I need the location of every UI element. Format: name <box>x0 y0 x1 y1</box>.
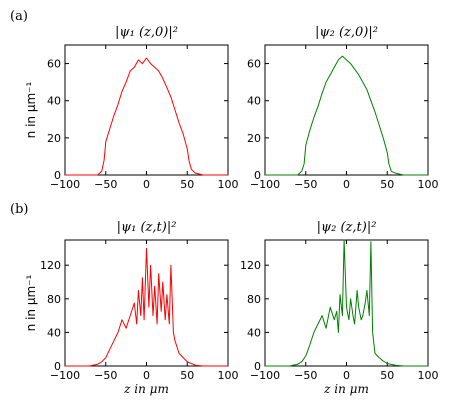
chart-title: |ψ₁ (z,0)|² <box>115 25 178 40</box>
chart-title: |ψ₂ (z,0)|² <box>315 25 378 40</box>
y-tick-label: 40 <box>247 95 261 108</box>
x-tick-label: −100 <box>50 369 80 382</box>
x-tick-label: 50 <box>380 369 394 382</box>
x-tick-label: 100 <box>218 178 239 191</box>
x-tick-label: 0 <box>343 178 350 191</box>
series-line <box>65 247 228 367</box>
chart-panel-a-psi2: −100 −50 0 50 100 0 20 40 60 |ψ₂ (z,0)|² <box>247 25 439 191</box>
y-axis-label: n in μm⁻¹ <box>24 274 38 331</box>
y-tick-label: 60 <box>47 58 61 71</box>
x-tick-label: 0 <box>343 369 350 382</box>
chart-panel-b-psi2: −100 −50 0 50 100 0 40 80 120 |ψ₂ (z,t)|² z in μm <box>240 220 439 396</box>
x-tick-label: −50 <box>94 369 117 382</box>
y-tick-label: 0 <box>254 169 261 182</box>
x-tick-label: 50 <box>380 178 394 191</box>
y-axis-label: n in μm⁻¹ <box>24 81 38 138</box>
x-tick-label: −100 <box>250 178 280 191</box>
x-tick-label: −100 <box>50 178 80 191</box>
x-tick-label: 50 <box>180 178 194 191</box>
series-line <box>265 55 428 176</box>
x-tick-label: 100 <box>418 369 439 382</box>
y-tick-label: 120 <box>40 259 61 272</box>
x-tick-label: 0 <box>143 369 150 382</box>
y-tick-label: 40 <box>247 326 261 339</box>
x-tick-label: 0 <box>143 178 150 191</box>
y-tick-label: 20 <box>47 132 61 145</box>
y-tick-label: 0 <box>54 169 61 182</box>
chart-title: |ψ₁ (z,t)|² <box>117 220 177 235</box>
x-axis-label: z in μm <box>123 382 169 396</box>
x-tick-label: −50 <box>94 178 117 191</box>
y-tick-label: 40 <box>47 326 61 339</box>
y-tick-label: 60 <box>247 58 261 71</box>
panel-label-a: (a) <box>10 9 28 24</box>
y-tick-label: 80 <box>47 293 61 306</box>
chart-panel-a-psi1: −100 −50 0 50 100 0 20 40 60 |ψ₁ (z,0)|² n in μm⁻¹ <box>24 25 239 191</box>
y-tick-label: 0 <box>54 360 61 373</box>
chart-panel-b-psi1: −100 −50 0 50 100 0 40 80 120 |ψ₁ (z,t)|² n in μm⁻… <box>24 220 239 396</box>
series-line <box>65 57 228 176</box>
y-tick-label: 0 <box>254 360 261 373</box>
x-tick-label: −100 <box>250 369 280 382</box>
x-tick-label: 50 <box>180 369 194 382</box>
x-tick-label: 100 <box>218 369 239 382</box>
chart-title: |ψ₂ (z,t)|² <box>317 220 377 235</box>
panel-label-b: (b) <box>10 202 28 217</box>
plot-frame <box>264 44 429 176</box>
x-axis-label: z in μm <box>323 382 369 396</box>
series-line <box>265 239 428 367</box>
x-tick-label: −50 <box>294 178 317 191</box>
y-tick-label: 120 <box>240 259 261 272</box>
y-tick-label: 20 <box>247 132 261 145</box>
plot-frame <box>64 44 229 176</box>
x-tick-label: 100 <box>418 178 439 191</box>
x-tick-label: −50 <box>294 369 317 382</box>
y-tick-label: 80 <box>247 293 261 306</box>
y-tick-label: 40 <box>47 95 61 108</box>
